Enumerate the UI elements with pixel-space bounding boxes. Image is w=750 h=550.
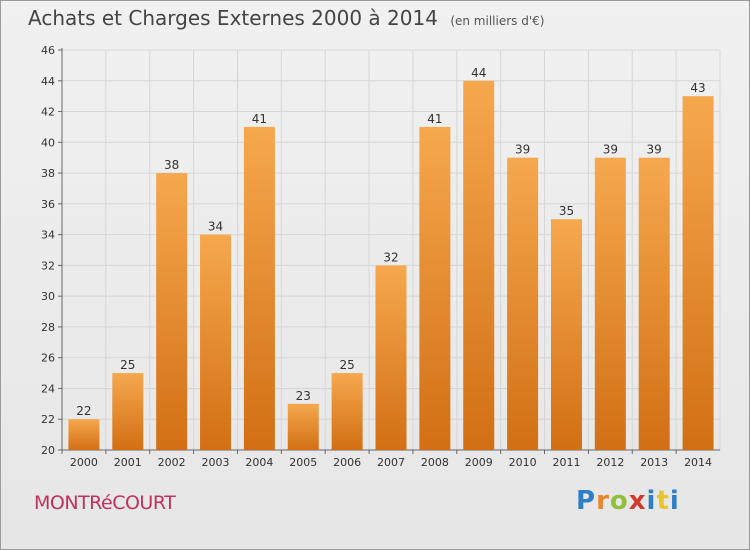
x-tick-label-2004: 2004 (245, 456, 273, 469)
x-tick-label-2009: 2009 (465, 456, 493, 469)
x-tick-label-2007: 2007 (377, 456, 405, 469)
chart-title: Achats et Charges Externes 2000 à 2014 (… (28, 6, 544, 30)
x-tick-label-2011: 2011 (552, 456, 580, 469)
data-label-2013: 39 (647, 143, 662, 157)
x-tick-label-2012: 2012 (596, 456, 624, 469)
bar-2004 (243, 126, 275, 450)
bars (68, 80, 714, 451)
data-label-2002: 38 (164, 158, 179, 172)
x-tick-label-2008: 2008 (421, 456, 449, 469)
x-tick-label-2010: 2010 (509, 456, 537, 469)
y-tick-label: 34 (41, 229, 55, 242)
bar-2005 (287, 403, 319, 450)
data-label-2010: 39 (515, 143, 530, 157)
x-tick-label-2014: 2014 (684, 456, 712, 469)
y-tick-label: 38 (41, 167, 55, 180)
data-label-2003: 34 (208, 220, 223, 234)
y-tick-label: 36 (41, 198, 55, 211)
bar-2013 (638, 157, 670, 450)
bar-2010 (507, 157, 539, 450)
bar-2014 (682, 96, 714, 451)
proxiti-logo: Proxiti (576, 486, 680, 516)
y-tick-label: 40 (41, 136, 55, 149)
chart-title-text: Achats et Charges Externes 2000 à 2014 (28, 6, 438, 30)
bar-2009 (463, 80, 495, 451)
x-tick-label-2003: 2003 (202, 456, 230, 469)
data-label-2000: 22 (76, 404, 91, 418)
x-tick-label-2013: 2013 (640, 456, 668, 469)
y-tick-label: 46 (41, 44, 55, 57)
data-label-2004: 41 (252, 112, 267, 126)
x-tick-label-2000: 2000 (70, 456, 98, 469)
data-label-2012: 39 (603, 143, 618, 157)
x-tick-label-2006: 2006 (333, 456, 361, 469)
data-label-2011: 35 (559, 204, 574, 218)
bar-2001 (112, 373, 144, 450)
bar-2003 (200, 234, 232, 450)
y-tick-label: 44 (41, 75, 55, 88)
bar-2000 (68, 419, 100, 450)
x-tick-label-2005: 2005 (289, 456, 317, 469)
bar-2011 (550, 219, 582, 450)
chart-subtitle: (en milliers d'€) (450, 14, 545, 28)
data-label-2006: 25 (339, 358, 354, 372)
y-tick-label: 24 (41, 382, 55, 395)
y-tick-label: 28 (41, 321, 55, 334)
data-label-2014: 43 (690, 81, 705, 95)
bar-2002 (156, 173, 188, 451)
y-tick-label: 42 (41, 106, 55, 119)
y-tick-label: 22 (41, 413, 55, 426)
bar-2007 (375, 265, 407, 450)
data-label-2009: 44 (471, 66, 486, 80)
data-label-2008: 41 (427, 112, 442, 126)
data-label-2005: 23 (296, 389, 311, 403)
y-tick-label: 20 (41, 444, 55, 457)
bar-2008 (419, 126, 451, 450)
x-tick-label-2001: 2001 (114, 456, 142, 469)
data-labels: 22 25 38 34 41 23 25 32 41 44 39 35 39 39 43 (76, 66, 705, 418)
y-tick-label: 26 (41, 352, 55, 365)
city-name: MONTRéCOURT (34, 492, 176, 514)
data-label-2001: 25 (120, 358, 135, 372)
bar-2006 (331, 373, 363, 450)
x-tick-label-2002: 2002 (158, 456, 186, 469)
data-label-2007: 32 (383, 250, 398, 264)
bar-2012 (594, 157, 626, 450)
y-tick-label: 30 (41, 290, 55, 303)
y-tick-label: 32 (41, 259, 55, 272)
